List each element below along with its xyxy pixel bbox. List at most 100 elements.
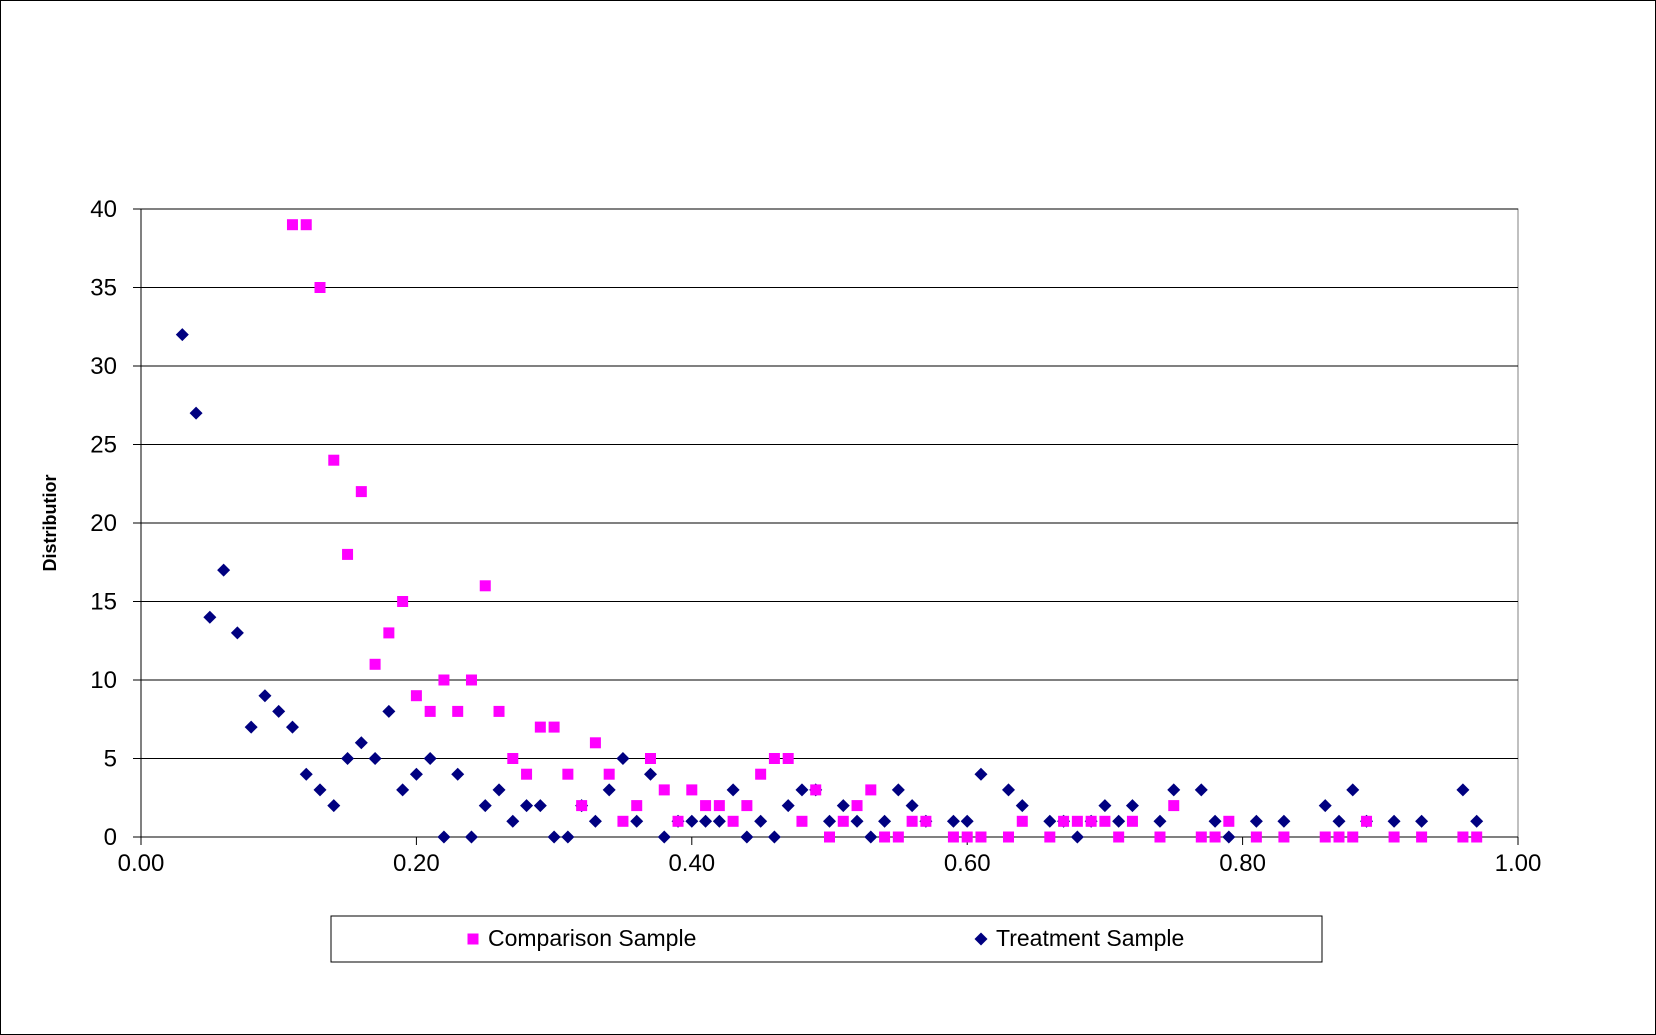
data-point bbox=[1416, 831, 1428, 843]
data-point bbox=[313, 783, 327, 797]
legend-label: Treatment Sample bbox=[996, 925, 1184, 951]
data-point bbox=[824, 831, 835, 843]
data-point bbox=[589, 737, 601, 749]
data-point bbox=[892, 831, 904, 843]
data-point bbox=[369, 658, 381, 670]
data-point bbox=[547, 830, 561, 844]
data-point bbox=[1098, 799, 1112, 813]
data-point bbox=[603, 768, 615, 780]
data-point bbox=[1457, 831, 1469, 843]
data-point bbox=[602, 783, 616, 797]
data-point bbox=[1058, 815, 1070, 827]
data-point bbox=[878, 814, 892, 828]
data-point bbox=[189, 406, 203, 420]
data-point bbox=[1222, 830, 1236, 844]
data-point bbox=[452, 705, 464, 717]
data-point bbox=[1085, 815, 1097, 827]
data-point bbox=[1016, 815, 1028, 827]
data-point bbox=[576, 800, 588, 812]
data-point bbox=[1167, 783, 1181, 797]
data-point bbox=[368, 752, 382, 765]
data-point bbox=[699, 814, 713, 828]
data-point bbox=[258, 689, 272, 703]
data-point bbox=[286, 219, 298, 231]
x-tick-label: 0.00 bbox=[118, 850, 165, 877]
data-point bbox=[203, 610, 217, 624]
legend: Comparison Sample Treatment Sample bbox=[330, 915, 1323, 963]
data-point bbox=[1015, 799, 1029, 813]
y-axis-title: Distributior bbox=[40, 475, 60, 572]
data-point bbox=[823, 814, 836, 828]
data-point bbox=[781, 799, 795, 813]
data-point bbox=[960, 814, 974, 828]
data-point bbox=[768, 753, 780, 764]
data-point bbox=[767, 830, 781, 844]
data-point bbox=[946, 814, 960, 828]
data-point bbox=[272, 704, 286, 718]
data-point bbox=[630, 814, 644, 828]
data-point bbox=[1125, 799, 1139, 813]
y-tick-label: 0 bbox=[104, 824, 117, 851]
data-point bbox=[795, 783, 809, 797]
y-tick-label: 40 bbox=[90, 196, 117, 223]
data-point bbox=[755, 768, 767, 780]
y-tick-label: 25 bbox=[90, 432, 117, 459]
data-point bbox=[520, 799, 534, 813]
legend-box bbox=[330, 915, 1323, 963]
data-point bbox=[464, 830, 478, 844]
data-point bbox=[562, 768, 574, 780]
data-point bbox=[1195, 831, 1207, 843]
data-point bbox=[864, 830, 878, 844]
data-point bbox=[1278, 831, 1290, 843]
data-point bbox=[865, 784, 877, 796]
data-point bbox=[492, 783, 506, 797]
data-point bbox=[383, 627, 395, 639]
data-point bbox=[1318, 799, 1332, 813]
data-point bbox=[507, 753, 519, 764]
x-tick-label: 0.20 bbox=[393, 850, 440, 877]
data-point bbox=[285, 720, 299, 734]
data-point bbox=[631, 800, 643, 812]
data-point bbox=[672, 815, 684, 827]
data-point bbox=[1332, 814, 1346, 828]
data-point bbox=[397, 596, 409, 607]
data-point bbox=[836, 799, 850, 813]
data-point bbox=[1002, 783, 1016, 797]
data-point bbox=[961, 831, 973, 843]
data-point bbox=[905, 799, 919, 813]
data-point bbox=[1112, 814, 1126, 828]
data-point bbox=[314, 282, 326, 293]
data-point bbox=[782, 753, 794, 764]
data-point bbox=[1209, 831, 1221, 843]
data-point bbox=[1126, 815, 1138, 827]
data-point bbox=[1168, 800, 1180, 812]
data-point bbox=[712, 814, 726, 828]
data-point bbox=[1003, 831, 1015, 843]
y-tick-label: 10 bbox=[90, 667, 117, 694]
legend-label: Comparison Sample bbox=[488, 925, 696, 951]
data-point bbox=[1387, 814, 1401, 828]
data-point bbox=[685, 814, 699, 828]
data-point bbox=[850, 814, 864, 828]
data-point bbox=[1333, 831, 1345, 843]
y-tick-label: 30 bbox=[90, 353, 117, 380]
y-tick-label: 5 bbox=[104, 746, 117, 773]
data-point bbox=[657, 830, 671, 844]
data-point bbox=[328, 454, 340, 466]
data-point bbox=[1388, 831, 1400, 843]
data-point bbox=[1249, 814, 1263, 828]
data-point bbox=[382, 704, 396, 718]
data-point bbox=[341, 752, 355, 765]
data-point bbox=[1456, 783, 1470, 797]
data-point bbox=[244, 720, 258, 734]
data-point bbox=[713, 800, 725, 812]
data-point bbox=[410, 690, 422, 702]
data-point bbox=[478, 799, 492, 813]
data-point bbox=[837, 815, 849, 827]
data-point bbox=[1346, 783, 1360, 797]
data-point bbox=[506, 814, 520, 828]
data-point bbox=[300, 219, 312, 231]
data-point bbox=[342, 548, 354, 560]
data-point bbox=[740, 830, 754, 844]
